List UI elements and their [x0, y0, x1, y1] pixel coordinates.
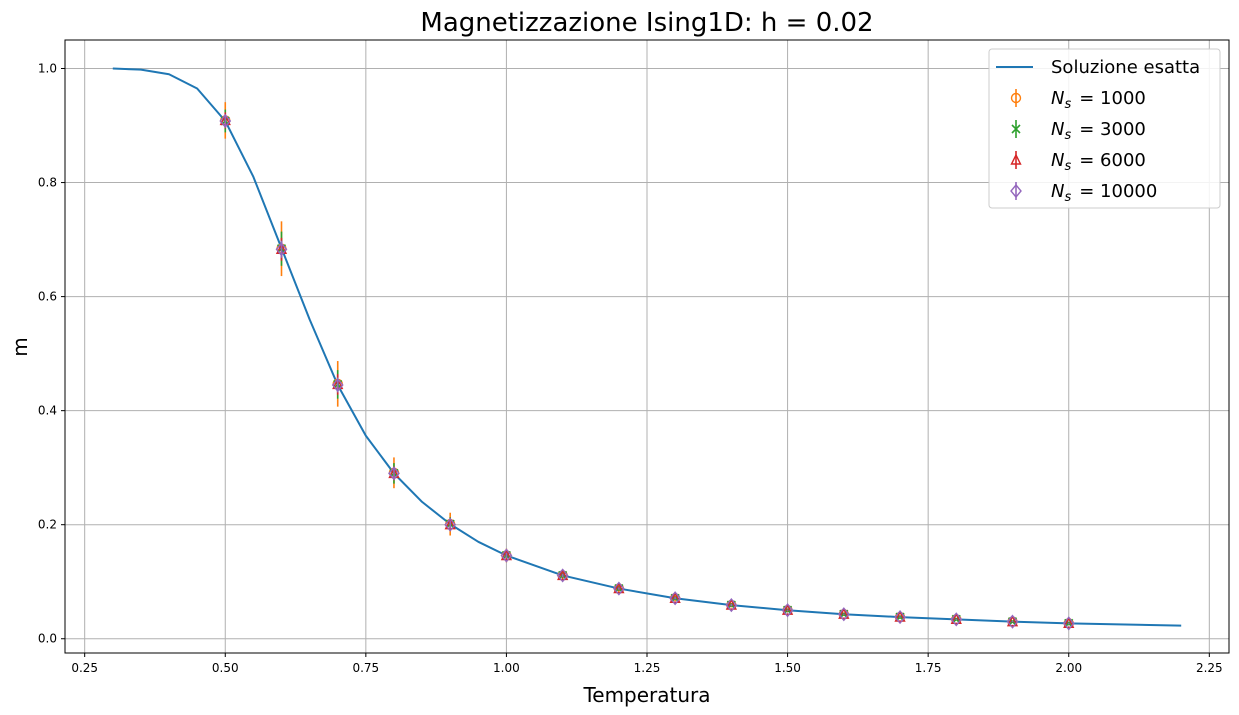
- data-point: [781, 603, 794, 618]
- x-tick-label: 0.75: [352, 661, 379, 675]
- data-point: [894, 610, 906, 622]
- data-point: [444, 518, 456, 530]
- data-point: [725, 598, 737, 610]
- legend-marker: [1010, 153, 1022, 165]
- legend-label-exact: Soluzione esatta: [1051, 57, 1200, 78]
- legend-marker: [1010, 183, 1022, 199]
- y-tick-label: 0.2: [38, 518, 57, 532]
- data-point: [669, 591, 681, 603]
- data-point: [838, 607, 850, 619]
- data-point: [557, 568, 569, 581]
- data-point: [556, 568, 569, 583]
- y-tick-label: 0.6: [38, 290, 57, 304]
- data-point: [725, 598, 738, 613]
- legend-label-2: Ns = 6000: [1051, 150, 1146, 174]
- y-axis-label: m: [8, 337, 32, 356]
- legend-label-0: Ns = 1000: [1051, 88, 1146, 112]
- exact-solution-line: [112, 67, 1182, 627]
- y-tick-label: 0.0: [38, 632, 57, 646]
- exact-solution-layer: [112, 67, 1182, 627]
- data-point: [388, 466, 400, 481]
- series-3: [219, 113, 1075, 631]
- data-point: [1062, 616, 1075, 631]
- x-tick-label: 0.50: [212, 661, 239, 675]
- data-point: [1063, 616, 1075, 629]
- legend-marker: [1010, 92, 1022, 104]
- data-points-layer: [219, 102, 1075, 631]
- legend-marker: [1011, 124, 1021, 134]
- data-point: [500, 548, 513, 561]
- legend-box: [988, 48, 1221, 209]
- x-tick-label: 1.00: [493, 661, 520, 675]
- data-point: [1006, 615, 1019, 627]
- data-point: [781, 603, 794, 615]
- data-point: [275, 242, 288, 257]
- data-point: [894, 609, 906, 625]
- y-tick-label: 1.0: [38, 62, 57, 76]
- data-point: [950, 612, 963, 627]
- legend-label-3: Ns = 10000: [1051, 181, 1157, 205]
- data-point: [950, 612, 962, 625]
- y-tick-label: 0.8: [38, 176, 57, 190]
- x-tick-label: 1.50: [774, 661, 801, 675]
- data-point: [500, 548, 513, 563]
- x-tick-label: 0.25: [71, 661, 98, 675]
- y-axis: 0.0 0.2 0.4 0.6 0.8 1.0: [38, 62, 65, 646]
- y-tick-label: 0.4: [38, 404, 57, 418]
- chart-title: Magnetizzazione Ising1D: h = 0.02: [420, 8, 873, 38]
- data-point: [331, 377, 344, 393]
- x-tick-label: 1.75: [915, 661, 942, 675]
- data-point: [613, 581, 625, 594]
- data-point: [837, 607, 850, 622]
- x-tick-label: 1.25: [634, 661, 661, 675]
- legend-label-1: Ns = 3000: [1051, 119, 1146, 143]
- data-point: [219, 113, 232, 129]
- data-point: [669, 591, 682, 606]
- legend: Soluzione esatta Ns = 1000 Ns = 3000 Ns = 6000…: [988, 48, 1221, 209]
- data-point: [1006, 614, 1019, 629]
- x-axis-label: Temperatura: [582, 683, 710, 707]
- data-point: [612, 581, 625, 596]
- x-tick-label: 2.25: [1196, 661, 1223, 675]
- x-tick-label: 2.00: [1055, 661, 1082, 675]
- x-axis: 0.25 0.50 0.75 1.00 1.25 1.50 1.75 2.00 2.25: [71, 653, 1223, 675]
- data-point: [444, 517, 457, 532]
